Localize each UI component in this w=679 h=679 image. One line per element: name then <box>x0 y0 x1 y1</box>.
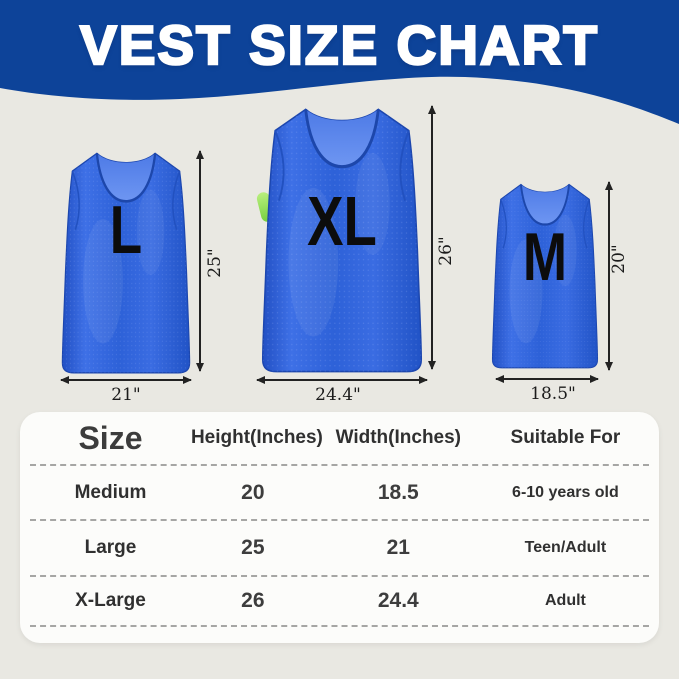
vest-size-letter-xlarge: XL <box>307 182 377 260</box>
size-chart-card: Size Height(Inches) Width(Inches) Suitab… <box>20 412 659 643</box>
table-cell: Teen/Adult <box>524 539 607 556</box>
width-dimension-label-xlarge: 24.4" <box>315 385 361 405</box>
table-cell: 26 <box>241 589 265 612</box>
width-dimension-label-large: 21" <box>111 385 141 405</box>
vest-size-letter-large: L <box>109 192 143 268</box>
width-dimension-arrow-large <box>61 379 191 381</box>
table-cell: Medium <box>74 481 147 503</box>
vest-illustration-large: L <box>57 148 195 379</box>
table-cell: Large <box>84 537 137 558</box>
width-dimension-arrow-xlarge <box>257 379 427 381</box>
column-header-height: Height(Inches) <box>190 427 323 448</box>
height-dimension-label-medium: 20" <box>609 244 629 274</box>
vest-illustration-medium: M <box>488 180 602 373</box>
table-row-xlarge: X-Large 26 24.4 Adult <box>30 577 649 627</box>
height-dimension-arrow-large <box>199 151 201 371</box>
table-cell: 24.4 <box>377 589 419 612</box>
height-dimension-label-large: 25" <box>205 248 225 278</box>
vest-size-letter-medium: M <box>522 219 568 295</box>
height-dimension-arrow-xlarge <box>431 106 433 369</box>
table-cell: 21 <box>386 536 410 559</box>
table-row-large: Large 25 21 Teen/Adult <box>30 521 649 577</box>
column-header-width: Width(Inches) <box>335 427 462 448</box>
header-banner <box>0 0 679 124</box>
column-header-suitable: Suitable For <box>510 427 621 448</box>
table-cell: 18.5 <box>377 480 419 504</box>
table-header-row: Size Height(Inches) Width(Inches) Suitab… <box>30 412 649 466</box>
table-cell: 6-10 years old <box>512 483 619 501</box>
width-dimension-arrow-medium <box>496 378 598 380</box>
width-dimension-label-medium: 18.5" <box>530 384 576 404</box>
table-cell: Adult <box>544 592 586 609</box>
height-dimension-arrow-medium <box>608 182 610 370</box>
column-header-size: Size <box>78 419 143 456</box>
page-title: VEST SIZE CHART <box>79 13 599 78</box>
height-dimension-label-xlarge: 26" <box>436 236 456 266</box>
vest-illustration-xlarge: XL <box>256 103 428 379</box>
table-cell: X-Large <box>75 590 146 611</box>
table-row-medium: Medium 20 18.5 6-10 years old <box>30 466 649 521</box>
table-cell: 20 <box>241 480 265 504</box>
table-cell: 25 <box>241 536 265 559</box>
